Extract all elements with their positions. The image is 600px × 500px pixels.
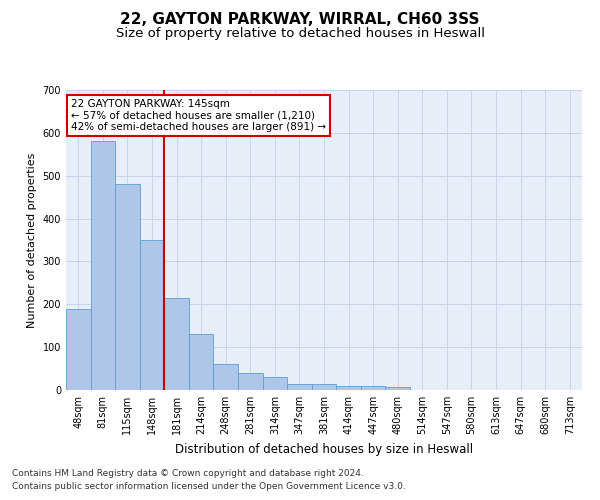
- Bar: [189, 334, 214, 390]
- Bar: [164, 298, 189, 390]
- Bar: [287, 384, 312, 390]
- Bar: [361, 386, 385, 390]
- Text: Contains HM Land Registry data © Crown copyright and database right 2024.: Contains HM Land Registry data © Crown c…: [12, 468, 364, 477]
- Bar: [91, 142, 115, 390]
- X-axis label: Distribution of detached houses by size in Heswall: Distribution of detached houses by size …: [175, 442, 473, 456]
- Text: Size of property relative to detached houses in Heswall: Size of property relative to detached ho…: [115, 28, 485, 40]
- Text: 22 GAYTON PARKWAY: 145sqm
← 57% of detached houses are smaller (1,210)
42% of se: 22 GAYTON PARKWAY: 145sqm ← 57% of detac…: [71, 99, 326, 132]
- Bar: [115, 184, 140, 390]
- Bar: [312, 384, 336, 390]
- Bar: [336, 386, 361, 390]
- Y-axis label: Number of detached properties: Number of detached properties: [27, 152, 37, 328]
- Bar: [263, 377, 287, 390]
- Bar: [140, 240, 164, 390]
- Bar: [66, 308, 91, 390]
- Text: Contains public sector information licensed under the Open Government Licence v3: Contains public sector information licen…: [12, 482, 406, 491]
- Text: 22, GAYTON PARKWAY, WIRRAL, CH60 3SS: 22, GAYTON PARKWAY, WIRRAL, CH60 3SS: [120, 12, 480, 28]
- Bar: [214, 364, 238, 390]
- Bar: [238, 373, 263, 390]
- Bar: [385, 387, 410, 390]
